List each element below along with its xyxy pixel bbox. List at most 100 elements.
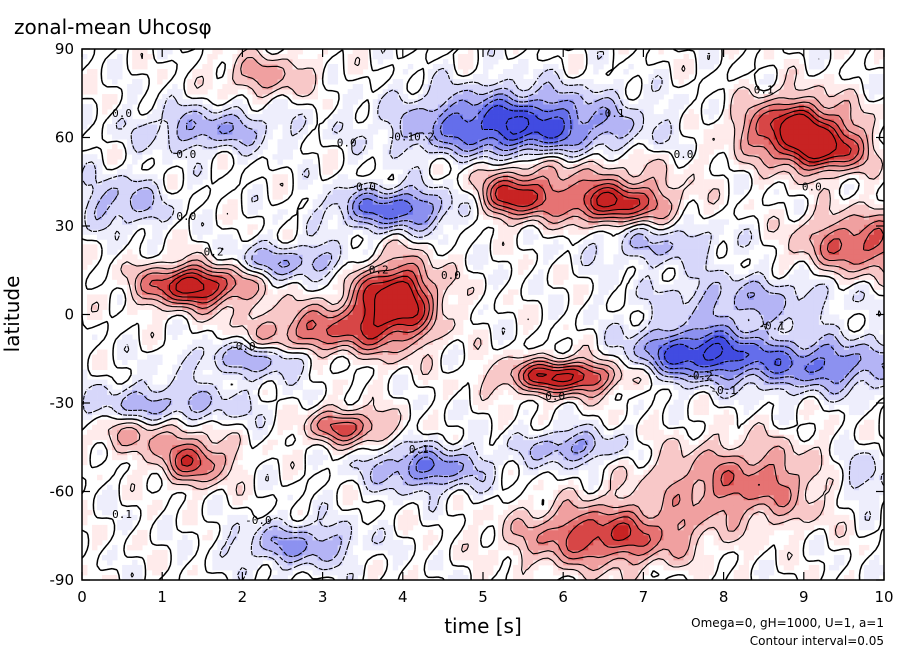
heatmap-cell	[858, 504, 865, 511]
heatmap-cell	[462, 469, 469, 476]
heatmap-cell	[342, 524, 349, 531]
heatmap-cell	[858, 354, 865, 360]
heatmap-cell	[82, 459, 88, 466]
heatmap-cell	[157, 384, 163, 391]
heatmap-cell	[157, 399, 163, 406]
heatmap-cell	[362, 489, 369, 496]
heatmap-cell	[638, 534, 644, 541]
heatmap-cell	[327, 554, 334, 561]
heatmap-cell	[447, 359, 454, 365]
heatmap-cell	[327, 519, 334, 526]
heatmap-cell	[703, 394, 709, 401]
heatmap-cell	[427, 499, 434, 506]
heatmap-cell	[498, 534, 504, 541]
heatmap-cell	[262, 409, 268, 416]
heatmap-cell	[102, 349, 108, 355]
heatmap-cell	[583, 419, 589, 426]
heatmap-cell	[112, 389, 118, 396]
heatmap-cell	[367, 569, 374, 576]
heatmap-cell	[172, 399, 178, 406]
heatmap-cell	[452, 399, 459, 406]
heatmap-cell	[858, 484, 865, 491]
heatmap-cell	[798, 359, 805, 365]
heatmap-cell	[462, 439, 469, 446]
heatmap-cell	[678, 354, 684, 360]
heatmap-cell	[568, 494, 574, 501]
heatmap-cell	[412, 449, 419, 456]
heatmap-cell	[808, 364, 815, 370]
heatmap-cell	[713, 444, 719, 451]
heatmap-cell	[377, 419, 384, 426]
heatmap-cell	[603, 364, 609, 370]
heatmap-cell	[112, 394, 118, 401]
heatmap-cell	[793, 554, 800, 561]
heatmap-cell	[633, 519, 639, 526]
heatmap-cell	[132, 544, 138, 551]
heatmap-cell	[157, 359, 163, 365]
heatmap-cell	[593, 559, 599, 566]
heatmap-cell	[653, 424, 659, 431]
heatmap-cell	[718, 509, 724, 516]
heatmap-cell	[648, 419, 654, 426]
heatmap-cell	[823, 424, 830, 431]
heatmap-cell	[733, 519, 740, 526]
heatmap-cell	[723, 444, 730, 451]
heatmap-cell	[157, 559, 163, 566]
heatmap-cell	[828, 519, 835, 526]
heatmap-cell	[122, 439, 128, 446]
heatmap-cell	[563, 524, 569, 531]
heatmap-cell	[382, 354, 389, 360]
heatmap-cell	[783, 369, 790, 376]
heatmap-cell	[387, 364, 394, 370]
heatmap-cell	[763, 369, 770, 376]
heatmap-cell	[237, 374, 243, 381]
heatmap-cell	[207, 474, 213, 481]
heatmap-cell	[377, 409, 384, 416]
heatmap-cell	[873, 454, 880, 461]
heatmap-cell	[312, 439, 318, 446]
heatmap-cell	[382, 484, 389, 491]
heatmap-cell	[493, 384, 499, 391]
heatmap-cell	[508, 359, 514, 365]
heatmap-cell	[868, 434, 875, 441]
heatmap-cell	[818, 489, 825, 496]
heatmap-cell	[853, 374, 860, 381]
heatmap-cell	[312, 394, 318, 401]
heatmap-cell	[427, 539, 434, 546]
heatmap-cell	[858, 394, 865, 401]
heatmap-cell	[558, 444, 564, 451]
heatmap-cell	[147, 399, 153, 406]
heatmap-cell	[708, 474, 714, 481]
heatmap-cell	[477, 439, 484, 446]
heatmap-cell	[573, 569, 579, 576]
heatmap-cell	[212, 509, 218, 516]
heatmap-cell	[593, 449, 599, 456]
heatmap-cell	[773, 479, 780, 486]
heatmap-cell	[868, 499, 875, 506]
heatmap-cell	[638, 514, 644, 521]
heatmap-cell	[222, 534, 228, 541]
heatmap-cell	[122, 429, 128, 436]
heatmap-cell	[457, 549, 464, 556]
heatmap-cell	[553, 384, 559, 391]
heatmap-cell	[668, 484, 674, 491]
heatmap-cell	[127, 449, 133, 456]
heatmap-cell	[668, 494, 674, 501]
heatmap-cell	[533, 449, 539, 456]
heatmap-cell	[222, 529, 228, 536]
heatmap-cell	[853, 354, 860, 360]
heatmap-cell	[332, 564, 339, 571]
heatmap-cell	[242, 519, 248, 526]
heatmap-cell	[302, 539, 308, 546]
heatmap-cell	[818, 469, 825, 476]
heatmap-cell	[237, 484, 243, 491]
heatmap-cell	[543, 509, 549, 516]
heatmap-cell	[312, 539, 318, 546]
heatmap-cell	[292, 549, 298, 556]
heatmap-cell	[663, 534, 669, 541]
heatmap-cell	[312, 454, 318, 461]
heatmap-cell	[498, 414, 504, 421]
heatmap-cell	[427, 564, 434, 571]
heatmap-cell	[808, 504, 815, 511]
heatmap-cell	[417, 494, 424, 501]
